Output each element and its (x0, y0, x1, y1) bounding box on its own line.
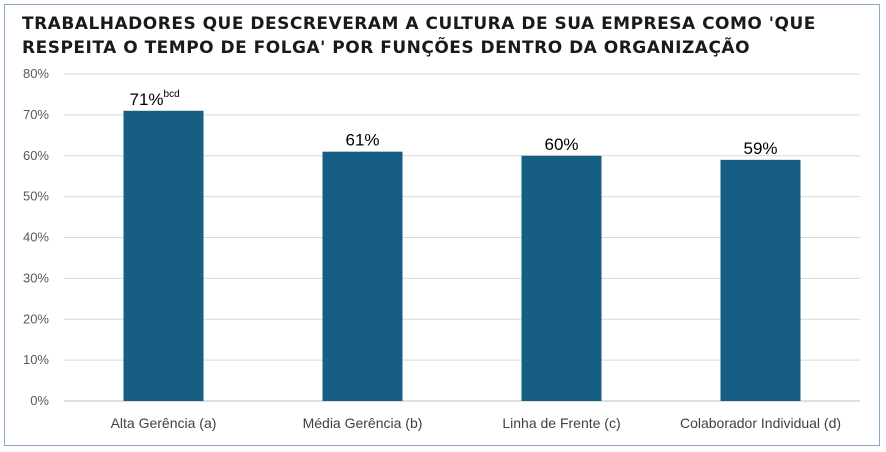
data-label: 71%bcd (130, 89, 180, 109)
y-tick-label: 50% (23, 189, 49, 204)
data-labels: 71%bcd 61% 60% 59% (130, 89, 778, 158)
bar (322, 151, 403, 401)
x-axis-categories: Alta Gerência (a) Média Gerência (b) Linha… (111, 415, 841, 431)
bar (123, 110, 204, 401)
x-category-label: Linha de Frente (c) (502, 415, 620, 431)
y-axis-ticks: 0% 10% 20% 30% 40% 50% 60% 70% 80% (23, 66, 49, 408)
data-label-superscript: bcd (164, 89, 180, 100)
data-label-value: 71% (130, 90, 164, 109)
data-label: 61% (345, 131, 379, 150)
y-tick-label: 0% (30, 393, 49, 408)
y-tick-label: 60% (23, 148, 49, 163)
y-tick-label: 40% (23, 230, 49, 245)
bars (123, 110, 801, 401)
y-tick-label: 80% (23, 66, 49, 81)
chart-title: TRABALHADORES QUE DESCREVERAM A CULTURA … (22, 14, 816, 58)
data-label-value: 61% (345, 131, 379, 150)
y-tick-label: 30% (23, 270, 49, 285)
data-label: 60% (544, 135, 578, 154)
x-category-label: Alta Gerência (a) (111, 415, 217, 431)
data-label-value: 59% (743, 139, 777, 158)
y-tick-label: 70% (23, 107, 49, 122)
y-tick-label: 10% (23, 352, 49, 367)
data-label: 59% (743, 139, 777, 158)
x-category-label: Média Gerência (b) (303, 415, 423, 431)
y-tick-label: 20% (23, 311, 49, 326)
bar (720, 159, 801, 401)
bar (521, 155, 602, 401)
x-category-label: Colaborador Individual (d) (680, 415, 841, 431)
data-label-value: 60% (544, 135, 578, 154)
